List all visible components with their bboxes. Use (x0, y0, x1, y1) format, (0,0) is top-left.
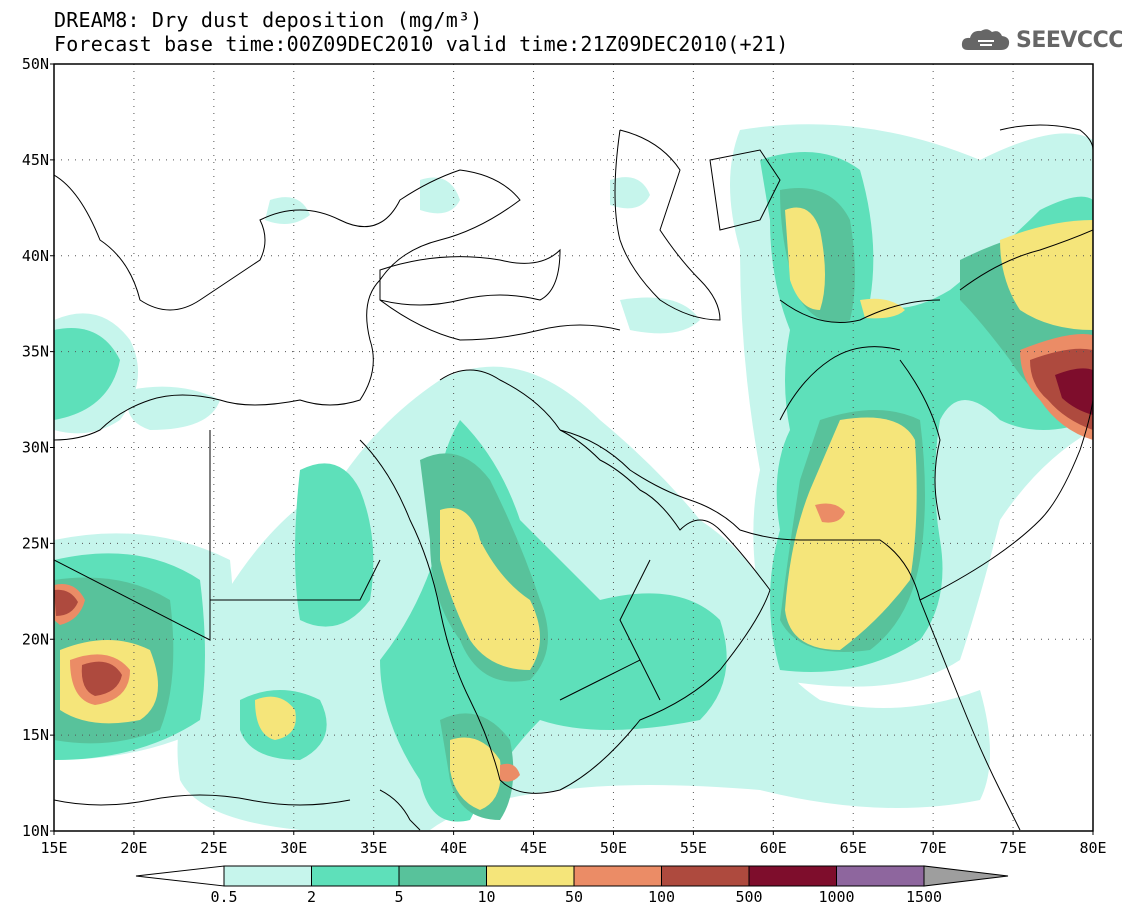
lon-tick-label: 20E (120, 839, 147, 857)
lat-tick-label: 10N (22, 822, 49, 840)
colorbar-over-arrow (923, 865, 1009, 887)
dust-level-500 (1055, 368, 1093, 415)
latitude-labels: 10N 15N 20N 25N 30N 35N 40N 45N 50N (22, 55, 54, 840)
colorbar-label: 1000 (818, 888, 854, 906)
colorbar-label: 1500 (906, 888, 942, 906)
lon-tick-label: 40E (440, 839, 467, 857)
colorbar-label: 100 (648, 888, 675, 906)
lon-tick-label: 25E (200, 839, 227, 857)
cloud-logo-icon (961, 29, 1010, 50)
lon-tick-label: 80E (1079, 839, 1106, 857)
lat-tick-label: 35N (22, 343, 49, 361)
lat-tick-label: 40N (22, 247, 49, 265)
map-title: DREAM8: Dry dust deposition (mg/m³) (54, 8, 483, 32)
lon-tick-label: 50E (600, 839, 627, 857)
lon-tick-label: 75E (1000, 839, 1027, 857)
lat-tick-label: 25N (22, 534, 49, 552)
colorbar-label: 500 (735, 888, 762, 906)
forecast-time-subtitle: Forecast base time:00Z09DEC2010 valid ti… (54, 32, 789, 56)
colorbar-under-arrow (135, 865, 225, 887)
colorbar-label: 0.5 (210, 888, 237, 906)
colorbar-bin (311, 865, 400, 887)
colorbar-bin (661, 865, 750, 887)
longitude-labels: 15E 20E 25E 30E 35E 40E 45E 50E 55E 60E 65E 70E 75E 8… (40, 831, 1107, 857)
colorbar-legend: 0.5 2 5 10 50 100 500 1000 1500 (135, 865, 1009, 906)
colorbar-bin (748, 865, 837, 887)
lon-tick-label: 15E (40, 839, 67, 857)
colorbar-label: 50 (565, 888, 583, 906)
lon-tick-label: 55E (680, 839, 707, 857)
lat-tick-label: 15N (22, 726, 49, 744)
logo-text: SEEVCCC (1016, 27, 1122, 53)
colorbar-bin (486, 865, 575, 887)
colorbar-bin (398, 865, 487, 887)
lon-tick-label: 35E (360, 839, 387, 857)
colorbar-bin (223, 865, 312, 887)
lon-tick-label: 70E (920, 839, 947, 857)
lon-tick-label: 60E (760, 839, 787, 857)
lat-tick-label: 50N (22, 55, 49, 73)
lon-tick-label: 30E (280, 839, 307, 857)
lat-tick-label: 20N (22, 630, 49, 648)
lat-tick-label: 30N (22, 439, 49, 457)
seevccc-logo: SEEVCCC (960, 26, 1122, 54)
lon-tick-label: 45E (520, 839, 547, 857)
lat-tick-label: 45N (22, 151, 49, 169)
colorbar-label: 10 (477, 888, 495, 906)
colorbar-bin (573, 865, 662, 887)
colorbar-bin (836, 865, 925, 887)
dust-field (54, 124, 1093, 830)
coastlines-borders (54, 124, 1093, 831)
lon-tick-label: 65E (840, 839, 867, 857)
colorbar-label: 2 (307, 888, 316, 906)
colorbar-label: 5 (394, 888, 403, 906)
